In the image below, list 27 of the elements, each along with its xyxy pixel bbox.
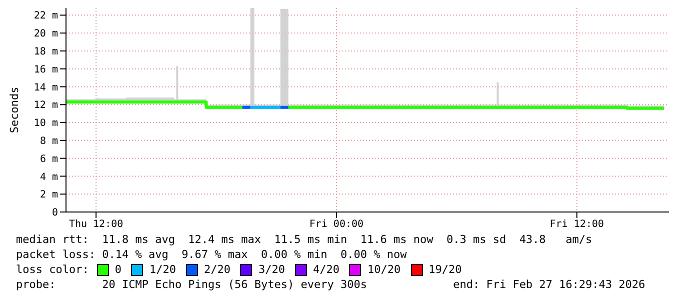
legend-label: 3/20	[257, 262, 285, 277]
x-tick-label: Thu 12:00	[68, 219, 124, 230]
y-tick-label: 18 m	[34, 46, 58, 58]
x-tick-label: Fri 00:00	[309, 219, 364, 230]
text: median rtt: 11.8 ms avg 12.4 ms max 11.5 ms min 11.6 ms now 0.3 ms sd 43.8 am/s	[16, 232, 594, 247]
legend-label: 0	[114, 262, 122, 277]
y-tick-label: 0	[52, 208, 58, 219]
y-tick-label: 16 m	[34, 64, 58, 76]
text: packet loss: 0.14 % avg 9.67 % max 0.00 % min 0.00 % now	[16, 247, 408, 262]
legend-title: loss color:	[16, 262, 89, 277]
legend-label: 19/20	[428, 262, 462, 277]
y-tick-label: 8 m	[40, 136, 58, 147]
text: probe: 20 ICMP Echo Pings (56 Bytes) every 300s end: Fri Feb 27 16:29:43 2026	[16, 277, 646, 292]
legend-label: 2/20	[202, 262, 230, 277]
x-tick-label: Fri 12:00	[550, 219, 604, 230]
y-tick-label: 2 m	[40, 190, 58, 201]
y-tick-label: 14 m	[34, 82, 58, 94]
legend-label: 10/20	[366, 262, 401, 277]
y-tick-label: 20 m	[34, 28, 58, 40]
legend-label: 1/20	[148, 262, 176, 277]
legend-label: 4/20	[312, 262, 340, 277]
y-tick-label: 10 m	[34, 118, 58, 130]
y-tick-label: 6 m	[40, 154, 58, 165]
y-axis-title: Seconds	[8, 86, 21, 134]
y-tick-label: 4 m	[40, 172, 58, 183]
y-tick-label: 12 m	[34, 100, 58, 112]
y-tick-label: 22 m	[34, 10, 58, 22]
